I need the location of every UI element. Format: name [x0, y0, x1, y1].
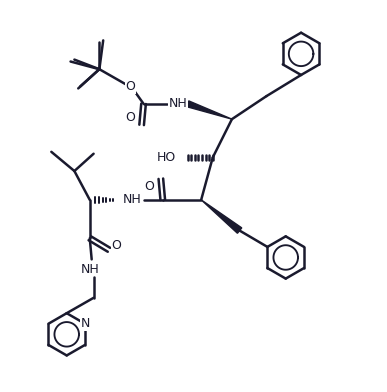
Polygon shape [187, 101, 232, 119]
Text: NH: NH [169, 97, 188, 110]
Polygon shape [201, 200, 242, 233]
Text: NH: NH [123, 193, 141, 206]
Text: NH: NH [80, 263, 99, 276]
Text: O: O [112, 240, 122, 252]
Text: HO: HO [157, 151, 176, 164]
Text: O: O [144, 180, 154, 193]
Text: O: O [125, 111, 135, 124]
Text: O: O [125, 80, 135, 93]
Text: N: N [80, 317, 90, 330]
